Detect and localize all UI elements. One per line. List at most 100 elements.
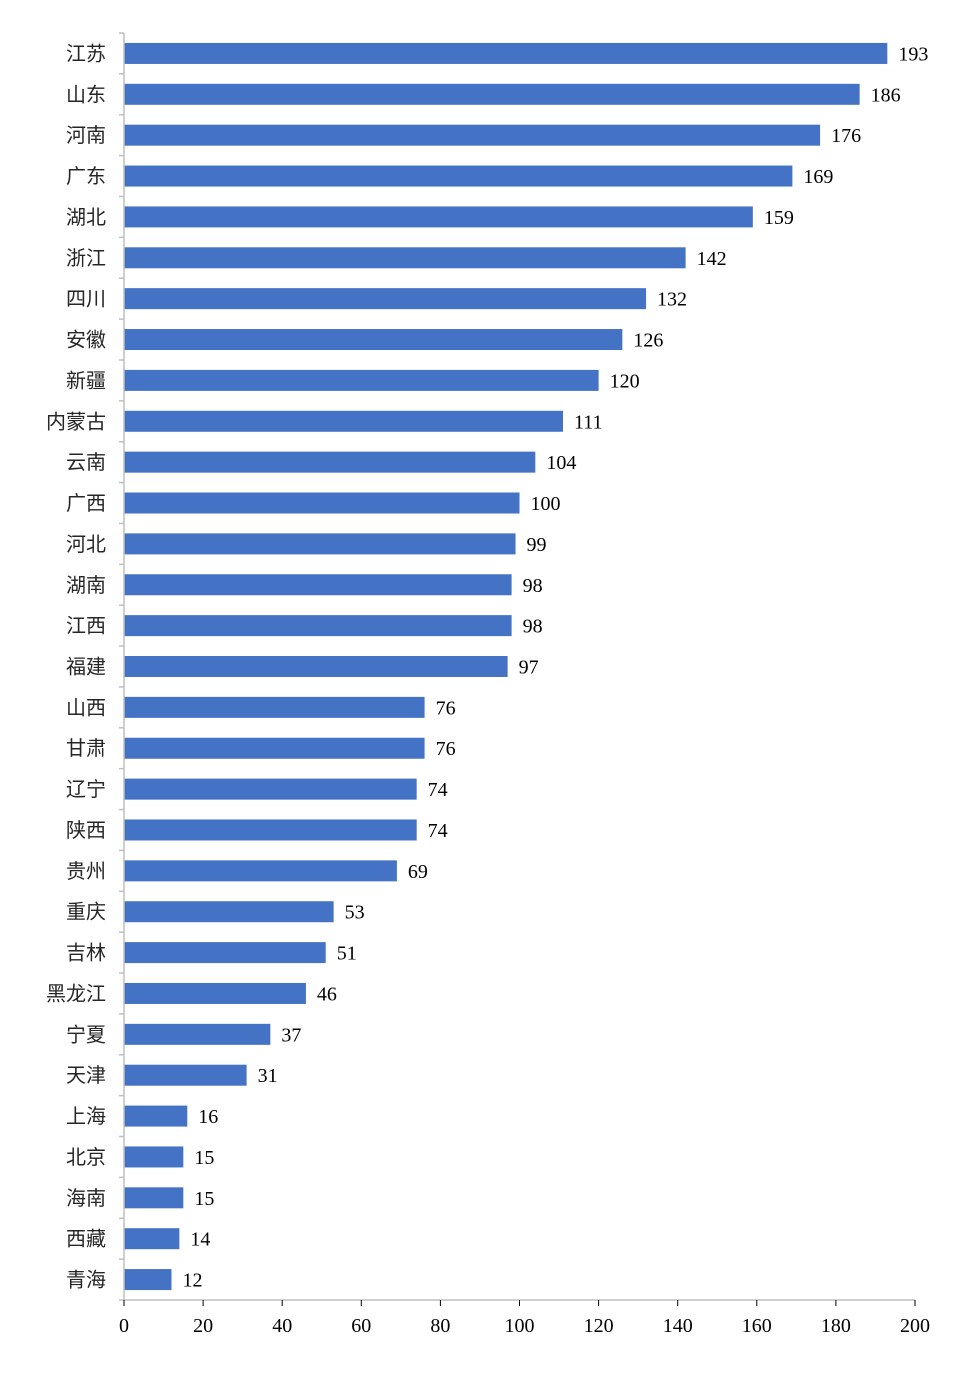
category-label-27: 北京 [66,1145,106,1169]
value-label-8: 120 [610,370,640,392]
category-label-2: 河南 [66,123,106,147]
value-label-16: 76 [436,697,456,719]
value-label-2: 176 [831,125,861,147]
category-label-23: 黑龙江 [46,981,106,1005]
bar-23 [124,982,306,1004]
category-label-0: 江苏 [66,41,106,65]
value-label-5: 142 [697,248,727,270]
category-label-12: 河北 [66,532,106,556]
category-label-22: 吉林 [66,941,106,965]
x-tick-label-1: 20 [193,1315,213,1337]
x-tick-label-5: 100 [505,1315,535,1337]
category-label-10: 云南 [66,450,106,474]
value-label-6: 132 [657,289,687,311]
x-tick-label-4: 80 [430,1315,450,1337]
category-label-18: 辽宁 [66,777,106,801]
bar-21 [124,901,334,923]
x-tick-label-10: 200 [900,1315,930,1337]
bar-19 [124,819,417,841]
value-label-18: 74 [428,779,448,801]
category-label-8: 新疆 [66,368,106,392]
x-tick-label-6: 120 [584,1315,614,1337]
bar-1 [124,83,860,105]
category-label-25: 天津 [66,1063,106,1087]
bar-9 [124,410,564,432]
value-label-10: 104 [546,452,576,474]
x-tick-label-0: 0 [119,1315,129,1337]
bar-5 [124,247,686,269]
bar-0 [124,42,888,64]
bar-22 [124,942,326,964]
bar-16 [124,696,425,718]
x-tick-label-9: 180 [821,1315,851,1337]
bar-30 [124,1269,172,1291]
bar-4 [124,206,753,228]
category-label-3: 广东 [66,164,106,188]
value-label-22: 51 [337,943,357,965]
bar-10 [124,451,536,473]
bar-17 [124,737,425,759]
category-label-29: 西藏 [66,1227,106,1251]
category-label-5: 浙江 [66,246,106,270]
bar-2 [124,124,821,146]
category-label-13: 湖南 [66,573,106,597]
category-label-7: 安徽 [66,328,106,352]
value-label-28: 15 [194,1188,214,1210]
value-label-26: 16 [198,1106,218,1128]
category-labels: 江苏山东河南广东湖北浙江四川安徽新疆内蒙古云南广西河北湖南江西福建山西甘肃辽宁陕… [46,41,106,1291]
category-label-30: 青海 [66,1268,106,1292]
value-label-21: 53 [345,902,365,924]
value-label-20: 69 [408,861,428,883]
bar-13 [124,574,512,596]
bar-12 [124,533,516,555]
category-label-9: 内蒙古 [46,409,106,433]
value-label-11: 100 [531,493,561,515]
value-label-27: 15 [194,1147,214,1169]
category-label-1: 山东 [66,82,106,106]
value-label-7: 126 [633,330,663,352]
bar-15 [124,656,508,677]
value-label-17: 76 [436,738,456,760]
bar-26 [124,1105,188,1127]
x-tick-label-7: 140 [663,1315,693,1337]
value-labels: 193 186 176 169 159 142 132 126 120 111 104 100 99 98… [182,43,928,1291]
category-label-28: 海南 [66,1186,106,1210]
bar-24 [124,1023,271,1045]
category-label-14: 江西 [66,614,106,638]
category-label-24: 宁夏 [66,1022,106,1046]
bar-28 [124,1187,184,1209]
category-label-26: 上海 [66,1104,106,1128]
x-tick-label-3: 60 [351,1315,371,1337]
bar-7 [124,329,623,351]
bar-11 [124,492,520,514]
category-label-17: 甘肃 [66,736,106,760]
category-label-6: 四川 [66,287,106,311]
bar-27 [124,1146,184,1168]
value-label-9: 111 [574,411,603,433]
value-label-14: 98 [523,616,543,638]
bar-29 [124,1228,180,1250]
bar-25 [124,1064,247,1086]
value-label-30: 12 [182,1270,202,1292]
value-label-4: 159 [764,207,794,229]
x-tick-label-8: 160 [742,1315,772,1337]
bar-18 [124,778,417,800]
bars-layer [124,42,888,1291]
category-label-21: 重庆 [66,900,106,924]
value-label-24: 37 [281,1024,301,1046]
bar-20 [124,860,397,882]
value-label-19: 74 [428,820,448,842]
value-label-29: 14 [190,1229,210,1251]
bar-14 [124,615,512,637]
value-label-25: 31 [258,1065,278,1087]
axes: 0 20 40 60 80 100 120 140 160 180 200 [119,32,930,1337]
value-label-23: 46 [317,983,337,1005]
category-label-4: 湖北 [66,205,106,229]
bar-3 [124,165,793,187]
value-label-1: 186 [871,84,901,106]
value-label-3: 169 [803,166,833,188]
category-label-11: 广西 [66,491,106,515]
value-label-12: 99 [527,534,547,556]
category-label-16: 山西 [66,695,106,719]
